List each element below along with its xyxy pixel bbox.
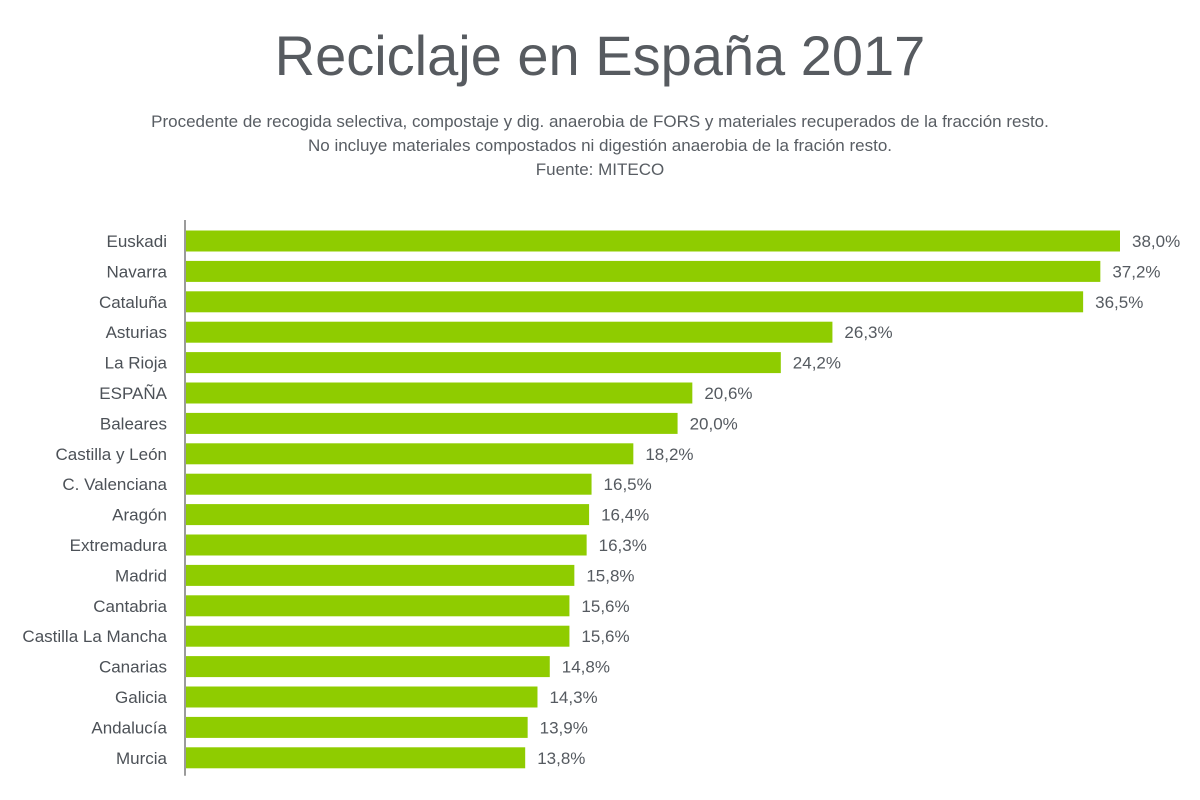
category-label: Euskadi <box>107 232 167 251</box>
bar <box>186 443 634 465</box>
bar <box>186 534 587 556</box>
category-label: Castilla y León <box>55 445 167 464</box>
bar <box>186 716 528 738</box>
bar <box>186 352 781 374</box>
category-label: Asturias <box>106 323 167 342</box>
value-label: 13,8% <box>537 749 585 768</box>
value-label: 20,0% <box>690 414 738 433</box>
bar <box>186 504 590 526</box>
subtitle-source: Fuente: MITECO <box>535 160 665 179</box>
bar <box>186 260 1101 282</box>
category-label: Murcia <box>116 749 168 768</box>
category-label: Aragón <box>112 506 167 525</box>
value-label: 16,4% <box>601 506 649 525</box>
bar <box>186 321 833 343</box>
chart-subtitle: Procedente de recogida selectiva, compos… <box>0 110 1200 182</box>
value-label: 20,6% <box>704 384 752 403</box>
value-label: 37,2% <box>1112 262 1160 281</box>
bar <box>186 291 1084 313</box>
value-label: 16,3% <box>599 536 647 555</box>
category-label: Extremadura <box>70 536 168 555</box>
bar <box>186 747 526 769</box>
category-label: ESPAÑA <box>99 384 167 403</box>
category-label: C. Valenciana <box>62 475 167 494</box>
bar <box>186 656 550 678</box>
subtitle-line-2: No incluye materiales compostados ni dig… <box>308 136 892 155</box>
value-label: 36,5% <box>1095 293 1143 312</box>
category-label: Baleares <box>100 414 167 433</box>
category-label: Navarra <box>107 262 168 281</box>
value-label: 15,6% <box>581 627 629 646</box>
category-label: Cantabria <box>93 597 167 616</box>
chart-title: Reciclaje en España 2017 <box>274 24 926 87</box>
value-label: 13,9% <box>540 718 588 737</box>
subtitle-line-1: Procedente de recogida selectiva, compos… <box>151 112 1049 131</box>
bar <box>186 686 538 708</box>
value-label: 26,3% <box>844 323 892 342</box>
category-label: Andalucía <box>91 718 167 737</box>
bar <box>186 412 678 434</box>
value-label: 24,2% <box>793 354 841 373</box>
category-label: La Rioja <box>105 354 168 373</box>
value-label: 18,2% <box>645 445 693 464</box>
bar <box>186 473 592 495</box>
category-label: Madrid <box>115 566 167 585</box>
bar <box>186 595 570 617</box>
category-label: Galicia <box>115 688 168 707</box>
bar-chart: Euskadi 38,0% Navarra 37,2% Cataluña 36,5% Ast… <box>22 220 1180 776</box>
value-label: 15,6% <box>581 597 629 616</box>
bar <box>186 564 575 586</box>
category-label: Cataluña <box>99 293 168 312</box>
value-label: 38,0% <box>1132 232 1180 251</box>
bar <box>186 625 570 647</box>
value-label: 14,8% <box>562 658 610 677</box>
bar <box>186 382 693 404</box>
bar <box>186 230 1120 252</box>
category-label: Castilla La Mancha <box>22 627 167 646</box>
value-label: 16,5% <box>604 475 652 494</box>
value-label: 15,8% <box>586 566 634 585</box>
category-label: Canarias <box>99 658 167 677</box>
value-label: 14,3% <box>549 688 597 707</box>
